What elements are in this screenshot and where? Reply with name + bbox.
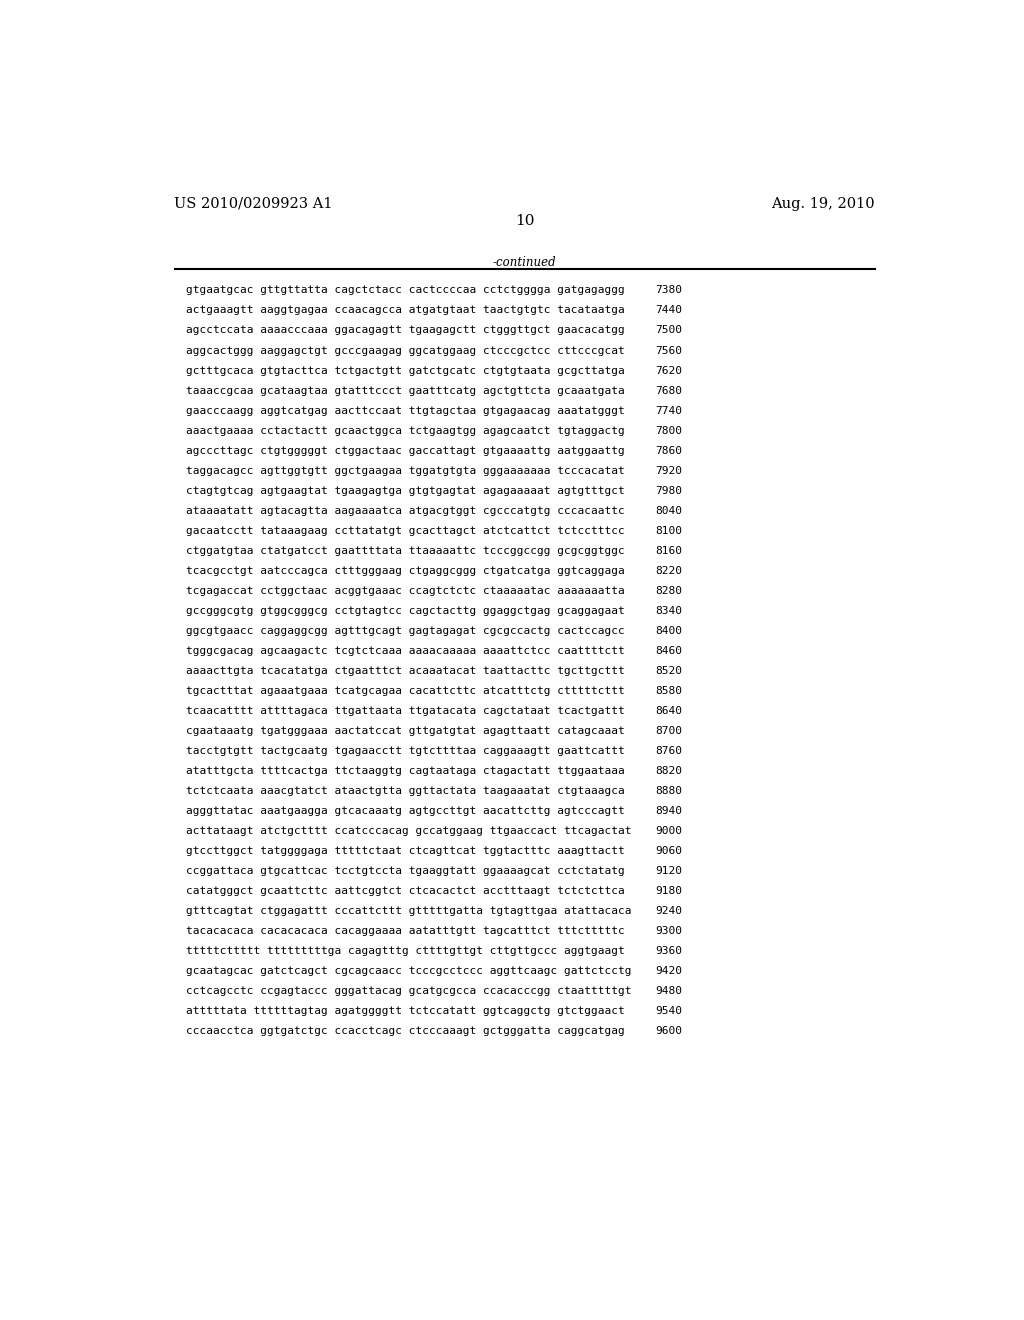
Text: tttttcttttt tttttttttga cagagtttg cttttgttgt cttgttgccc aggtgaagt: tttttcttttt tttttttttga cagagtttg cttttg…: [186, 946, 625, 956]
Text: US 2010/0209923 A1: US 2010/0209923 A1: [174, 197, 333, 211]
Text: ccggattaca gtgcattcac tcctgtccta tgaaggtatt ggaaaagcat cctctatatg: ccggattaca gtgcattcac tcctgtccta tgaaggt…: [186, 866, 625, 876]
Text: taggacagcc agttggtgtt ggctgaagaa tggatgtgta gggaaaaaaa tcccacatat: taggacagcc agttggtgtt ggctgaagaa tggatgt…: [186, 466, 625, 475]
Text: catatgggct gcaattcttc aattcggtct ctcacactct acctttaagt tctctcttca: catatgggct gcaattcttc aattcggtct ctcacac…: [186, 886, 625, 896]
Text: 9360: 9360: [655, 946, 682, 956]
Text: agggttatac aaatgaagga gtcacaaatg agtgccttgt aacattcttg agtcccagtt: agggttatac aaatgaagga gtcacaaatg agtgcct…: [186, 807, 625, 816]
Text: cctcagcctc ccgagtaccc gggattacag gcatgcgcca ccacacccgg ctaatttttgt: cctcagcctc ccgagtaccc gggattacag gcatgcg…: [186, 986, 632, 997]
Text: 7380: 7380: [655, 285, 682, 296]
Text: Aug. 19, 2010: Aug. 19, 2010: [771, 197, 876, 211]
Text: aggcactggg aaggagctgt gcccgaagag ggcatggaag ctcccgctcc cttcccgcat: aggcactggg aaggagctgt gcccgaagag ggcatgg…: [186, 346, 625, 355]
Text: 9300: 9300: [655, 927, 682, 936]
Text: gacaatcctt tataaagaag ccttatatgt gcacttagct atctcattct tctcctttcc: gacaatcctt tataaagaag ccttatatgt gcactta…: [186, 525, 625, 536]
Text: tcgagaccat cctggctaac acggtgaaac ccagtctctc ctaaaaatac aaaaaaatta: tcgagaccat cctggctaac acggtgaaac ccagtct…: [186, 586, 625, 595]
Text: agcctccata aaaacccaaa ggacagagtt tgaagagctt ctgggttgct gaacacatgg: agcctccata aaaacccaaa ggacagagtt tgaagag…: [186, 326, 625, 335]
Text: 7680: 7680: [655, 385, 682, 396]
Text: ataaaatatt agtacagtta aagaaaatca atgacgtggt cgcccatgtg cccacaattc: ataaaatatt agtacagtta aagaaaatca atgacgt…: [186, 506, 625, 516]
Text: 7500: 7500: [655, 326, 682, 335]
Text: 9540: 9540: [655, 1006, 682, 1016]
Text: 9480: 9480: [655, 986, 682, 997]
Text: 7980: 7980: [655, 486, 682, 495]
Text: actgaaagtt aaggtgagaa ccaacagcca atgatgtaat taactgtgtc tacataatga: actgaaagtt aaggtgagaa ccaacagcca atgatgt…: [186, 305, 625, 315]
Text: 8280: 8280: [655, 586, 682, 595]
Text: 9420: 9420: [655, 966, 682, 975]
Text: 7920: 7920: [655, 466, 682, 475]
Text: cccaacctca ggtgatctgc ccacctcagc ctcccaaagt gctgggatta caggcatgag: cccaacctca ggtgatctgc ccacctcagc ctcccaa…: [186, 1026, 625, 1036]
Text: tacacacaca cacacacaca cacaggaaaa aatatttgtt tagcatttct tttctttttc: tacacacaca cacacacaca cacaggaaaa aatattt…: [186, 927, 625, 936]
Text: 8760: 8760: [655, 746, 682, 756]
Text: 9180: 9180: [655, 886, 682, 896]
Text: 8940: 8940: [655, 807, 682, 816]
Text: aaactgaaaa cctactactt gcaactggca tctgaagtgg agagcaatct tgtaggactg: aaactgaaaa cctactactt gcaactggca tctgaag…: [186, 425, 625, 436]
Text: -continued: -continued: [493, 256, 557, 269]
Text: 9600: 9600: [655, 1026, 682, 1036]
Text: 7740: 7740: [655, 405, 682, 416]
Text: ctagtgtcag agtgaagtat tgaagagtga gtgtgagtat agagaaaaat agtgtttgct: ctagtgtcag agtgaagtat tgaagagtga gtgtgag…: [186, 486, 625, 495]
Text: 9240: 9240: [655, 906, 682, 916]
Text: 8040: 8040: [655, 506, 682, 516]
Text: 8580: 8580: [655, 686, 682, 696]
Text: cgaataaatg tgatgggaaa aactatccat gttgatgtat agagttaatt catagcaaat: cgaataaatg tgatgggaaa aactatccat gttgatg…: [186, 726, 625, 735]
Text: gctttgcaca gtgtacttca tctgactgtt gatctgcatc ctgtgtaata gcgcttatga: gctttgcaca gtgtacttca tctgactgtt gatctgc…: [186, 366, 625, 375]
Text: tgggcgacag agcaagactc tcgtctcaaa aaaacaaaaa aaaattctcc caattttctt: tgggcgacag agcaagactc tcgtctcaaa aaaacaa…: [186, 645, 625, 656]
Text: gtgaatgcac gttgttatta cagctctacc cactccccaa cctctgggga gatgagaggg: gtgaatgcac gttgttatta cagctctacc cactccc…: [186, 285, 625, 296]
Text: taaaccgcaa gcataagtaa gtatttccct gaatttcatg agctgttcta gcaaatgata: taaaccgcaa gcataagtaa gtatttccct gaatttc…: [186, 385, 625, 396]
Text: ctggatgtaa ctatgatcct gaattttata ttaaaaattc tcccggccgg gcgcggtggc: ctggatgtaa ctatgatcct gaattttata ttaaaaa…: [186, 545, 625, 556]
Text: 8520: 8520: [655, 665, 682, 676]
Text: 7560: 7560: [655, 346, 682, 355]
Text: acttataagt atctgctttt ccatcccacag gccatggaag ttgaaccact ttcagactat: acttataagt atctgctttt ccatcccacag gccatg…: [186, 826, 632, 836]
Text: 8340: 8340: [655, 606, 682, 615]
Text: 7620: 7620: [655, 366, 682, 375]
Text: agcccttagc ctgtgggggt ctggactaac gaccattagt gtgaaaattg aatggaattg: agcccttagc ctgtgggggt ctggactaac gaccatt…: [186, 446, 625, 455]
Text: tgcactttat agaaatgaaa tcatgcagaa cacattcttc atcatttctg ctttttcttt: tgcactttat agaaatgaaa tcatgcagaa cacattc…: [186, 686, 625, 696]
Text: 8700: 8700: [655, 726, 682, 735]
Text: 9120: 9120: [655, 866, 682, 876]
Text: tcacgcctgt aatcccagca ctttgggaag ctgaggcggg ctgatcatga ggtcaggaga: tcacgcctgt aatcccagca ctttgggaag ctgaggc…: [186, 566, 625, 576]
Text: tcaacatttt attttagaca ttgattaata ttgatacata cagctataat tcactgattt: tcaacatttt attttagaca ttgattaata ttgatac…: [186, 706, 625, 715]
Text: 8640: 8640: [655, 706, 682, 715]
Text: 8820: 8820: [655, 766, 682, 776]
Text: 8100: 8100: [655, 525, 682, 536]
Text: 7800: 7800: [655, 425, 682, 436]
Text: 8400: 8400: [655, 626, 682, 636]
Text: 7860: 7860: [655, 446, 682, 455]
Text: gtccttggct tatggggaga tttttctaat ctcagttcat tggtactttc aaagttactt: gtccttggct tatggggaga tttttctaat ctcagtt…: [186, 846, 625, 855]
Text: 10: 10: [515, 214, 535, 228]
Text: 8160: 8160: [655, 545, 682, 556]
Text: gccgggcgtg gtggcgggcg cctgtagtcc cagctacttg ggaggctgag gcaggagaat: gccgggcgtg gtggcgggcg cctgtagtcc cagctac…: [186, 606, 625, 615]
Text: 8460: 8460: [655, 645, 682, 656]
Text: aaaacttgta tcacatatga ctgaatttct acaaatacat taattacttc tgcttgcttt: aaaacttgta tcacatatga ctgaatttct acaaata…: [186, 665, 625, 676]
Text: gaacccaagg aggtcatgag aacttccaat ttgtagctaa gtgagaacag aaatatgggt: gaacccaagg aggtcatgag aacttccaat ttgtagc…: [186, 405, 625, 416]
Text: atttttata ttttttagtag agatggggtt tctccatatt ggtcaggctg gtctggaact: atttttata ttttttagtag agatggggtt tctccat…: [186, 1006, 625, 1016]
Text: 8880: 8880: [655, 785, 682, 796]
Text: 9060: 9060: [655, 846, 682, 855]
Text: 7440: 7440: [655, 305, 682, 315]
Text: 8220: 8220: [655, 566, 682, 576]
Text: atatttgcta ttttcactga ttctaaggtg cagtaataga ctagactatt ttggaataaa: atatttgcta ttttcactga ttctaaggtg cagtaat…: [186, 766, 625, 776]
Text: 9000: 9000: [655, 826, 682, 836]
Text: gcaatagcac gatctcagct cgcagcaacc tcccgcctccc aggttcaagc gattctcctg: gcaatagcac gatctcagct cgcagcaacc tcccgcc…: [186, 966, 632, 975]
Text: tctctcaata aaacgtatct ataactgtta ggttactata taagaaatat ctgtaaagca: tctctcaata aaacgtatct ataactgtta ggttact…: [186, 785, 625, 796]
Text: ggcgtgaacc caggaggcgg agtttgcagt gagtagagat cgcgccactg cactccagcc: ggcgtgaacc caggaggcgg agtttgcagt gagtaga…: [186, 626, 625, 636]
Text: tacctgtgtt tactgcaatg tgagaacctt tgtcttttaa caggaaagtt gaattcattt: tacctgtgtt tactgcaatg tgagaacctt tgtcttt…: [186, 746, 625, 756]
Text: gtttcagtat ctggagattt cccattcttt gtttttgatta tgtagttgaa atattacaca: gtttcagtat ctggagattt cccattcttt gtttttg…: [186, 906, 632, 916]
